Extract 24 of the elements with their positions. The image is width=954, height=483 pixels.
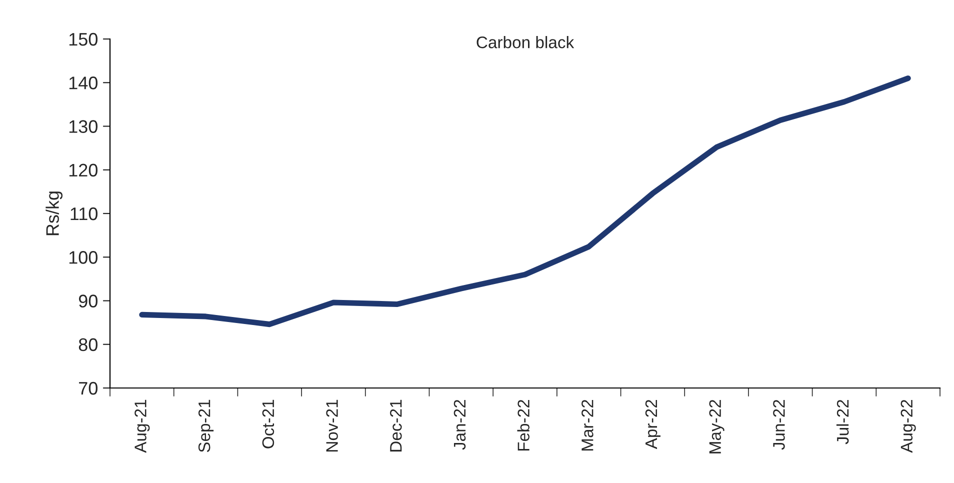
x-tick-label: Jan-22	[454, 400, 466, 450]
y-tick-label: 140	[69, 76, 98, 90]
x-tick-label: Sep-21	[198, 400, 214, 452]
x-tick-label: Nov-21	[326, 400, 338, 452]
x-tick-label: May-22	[709, 400, 724, 454]
x-tick-label: Jul-22	[836, 400, 849, 444]
x-tick-label: Mar-22	[582, 400, 594, 451]
x-tick-label: Apr-22	[645, 400, 660, 450]
y-tick-label: 90	[78, 294, 98, 308]
y-tick-label: 150	[69, 32, 98, 46]
y-axis-title: Rs/kg	[46, 192, 63, 236]
y-tick-label: 130	[69, 120, 98, 133]
y-tick-label: 110	[70, 207, 98, 220]
y-tick-label: 80	[78, 338, 98, 352]
chart-title: Carbon black	[476, 36, 574, 48]
x-tick-label: Jun-22	[773, 400, 785, 450]
y-tick-label: 120	[69, 164, 98, 177]
y-tick-label: 100	[69, 251, 98, 264]
y-tick-label: 70	[79, 382, 98, 395]
x-tick-label: Feb-22	[517, 400, 530, 451]
x-tick-label: Aug-21	[134, 400, 150, 453]
x-tick-label: Aug-22	[900, 400, 916, 453]
x-tick-label: Dec-21	[390, 400, 402, 452]
x-tick-label: Oct-21	[262, 400, 274, 448]
